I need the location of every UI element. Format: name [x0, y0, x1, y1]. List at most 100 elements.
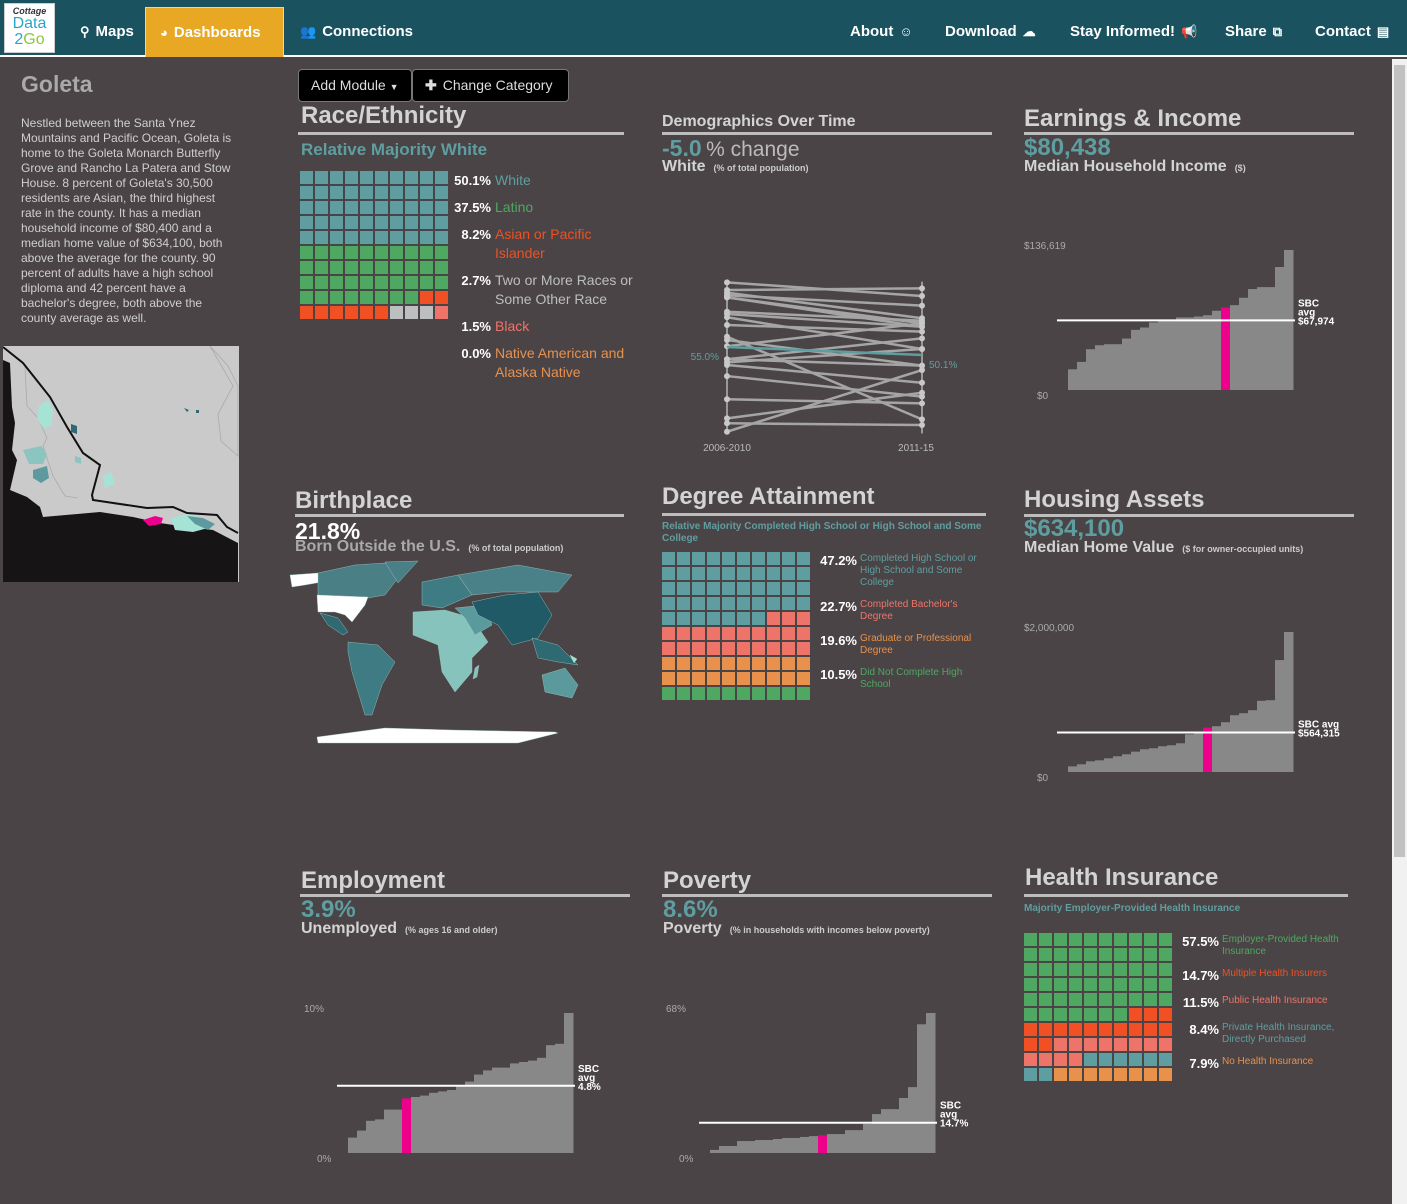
- waffle-cell: [1129, 963, 1142, 976]
- bar: [908, 1087, 918, 1153]
- waffle-cell: [345, 171, 358, 184]
- change-category-button[interactable]: ✚ Change Category: [412, 69, 569, 102]
- waffle-cell: [662, 597, 675, 610]
- legend-label: Employer-Provided Health Insurance: [1222, 934, 1339, 957]
- legend-value: 57.5%: [1182, 934, 1219, 949]
- legend-value: 14.7%: [1182, 968, 1219, 983]
- waffle-cell: [1084, 1053, 1097, 1066]
- bar: [791, 1137, 801, 1153]
- waffle-cell: [1024, 993, 1037, 1006]
- waffle-cell: [692, 627, 705, 640]
- bar: [357, 1130, 367, 1153]
- scrollbar[interactable]: [1392, 59, 1407, 1204]
- waffle-cell: [375, 306, 388, 319]
- waffle-cell: [1144, 1023, 1157, 1036]
- waffle-cell: [737, 657, 750, 670]
- legend-item: 1.5% Black: [451, 317, 635, 336]
- nav-connections[interactable]: 👥 Connections: [294, 0, 413, 57]
- asia: [471, 591, 553, 646]
- bar: [1275, 660, 1285, 772]
- waffle-cell: [737, 552, 750, 565]
- add-module-button[interactable]: Add Module ▼: [298, 69, 412, 102]
- bar: [1140, 749, 1150, 772]
- bar: [1149, 322, 1159, 390]
- housing-bar-chart: $2,000,000 $0 SBC avg$564,315: [1024, 623, 1340, 784]
- waffle-cell: [300, 231, 313, 244]
- bar: [1122, 754, 1132, 772]
- nav-share[interactable]: Share ⧉: [1225, 0, 1288, 57]
- nav-label: About: [850, 23, 894, 40]
- bar: [528, 1060, 538, 1153]
- waffle-cell: [797, 642, 810, 655]
- nav-about[interactable]: About ☺: [850, 0, 919, 57]
- highlight-bar: [818, 1135, 828, 1153]
- divider: [662, 513, 986, 516]
- bar: [845, 1130, 855, 1153]
- locator-map[interactable]: [3, 346, 239, 582]
- waffle-cell: [677, 642, 690, 655]
- bar: [438, 1091, 448, 1153]
- logo[interactable]: Cottage Data 2Go: [4, 3, 55, 53]
- nav-download[interactable]: Download ☁: [945, 0, 1042, 57]
- nav-maps[interactable]: ⚲ Maps: [74, 0, 134, 57]
- poverty-value: 8.6%: [663, 896, 718, 923]
- waffle-cell: [662, 672, 675, 685]
- waffle-cell: [1099, 948, 1112, 961]
- bar: [1113, 344, 1123, 390]
- waffle-cell: [375, 261, 388, 274]
- bar: [863, 1123, 873, 1153]
- poverty-label: Poverty (% in households with incomes bel…: [663, 920, 930, 937]
- world-map[interactable]: [285, 555, 585, 750]
- point: [919, 293, 925, 300]
- bar: [728, 1146, 738, 1153]
- waffle-cell: [1144, 978, 1157, 991]
- waffle-cell: [797, 552, 810, 565]
- bar: [764, 1140, 774, 1153]
- point: [724, 361, 730, 368]
- nav-contact[interactable]: Contact ▤: [1315, 0, 1395, 57]
- nav-dashboards[interactable]: ◕ Dashboards: [145, 7, 284, 57]
- papua: [569, 654, 578, 664]
- place-title: Goleta: [21, 71, 93, 97]
- waffle-cell: [692, 687, 705, 700]
- legend-label: Graduate or Professional Degree: [860, 633, 972, 656]
- waffle-cell: [1159, 1008, 1172, 1021]
- bar: [1095, 760, 1105, 772]
- legend-label: Two or More Races or Some Other Race: [495, 272, 633, 307]
- waffle-cell: [1144, 933, 1157, 946]
- waffle-cell: [737, 672, 750, 685]
- waffle-cell: [692, 672, 705, 685]
- bar: [872, 1114, 882, 1153]
- waffle-cell: [330, 306, 343, 319]
- antarctica: [316, 727, 559, 744]
- nav-stay-informed[interactable]: Stay Informed! 📢: [1070, 0, 1203, 57]
- waffle-cell: [1099, 1068, 1112, 1081]
- scrollbar-thumb[interactable]: [1394, 65, 1405, 857]
- earnings-title: Earnings & Income: [1024, 105, 1242, 132]
- waffle-cell: [1099, 933, 1112, 946]
- waffle-cell: [1099, 993, 1112, 1006]
- waffle-cell: [300, 276, 313, 289]
- bar: [899, 1098, 909, 1153]
- nav-label: Connections: [322, 23, 414, 40]
- waffle-cell: [1084, 963, 1097, 976]
- waffle-cell: [435, 216, 448, 229]
- waffle-cell: [797, 567, 810, 580]
- legend-item: 8.4% Private Health Insurance, Directly P…: [1176, 1021, 1350, 1046]
- bar: [1212, 310, 1222, 390]
- waffle-cell: [1159, 933, 1172, 946]
- waffle-cell: [1114, 963, 1127, 976]
- waffle-cell: [1054, 933, 1067, 946]
- waffle-cell: [1099, 963, 1112, 976]
- waffle-cell: [722, 642, 735, 655]
- waffle-cell: [1069, 993, 1082, 1006]
- end-label: 50.1%: [929, 360, 957, 371]
- series-line: [726, 335, 923, 421]
- point: [919, 335, 925, 342]
- bar: [474, 1074, 484, 1153]
- waffle-cell: [767, 642, 780, 655]
- waffle-cell: [767, 597, 780, 610]
- legend-item: 11.5% Public Health Insurance: [1176, 994, 1350, 1012]
- waffle-cell: [692, 612, 705, 625]
